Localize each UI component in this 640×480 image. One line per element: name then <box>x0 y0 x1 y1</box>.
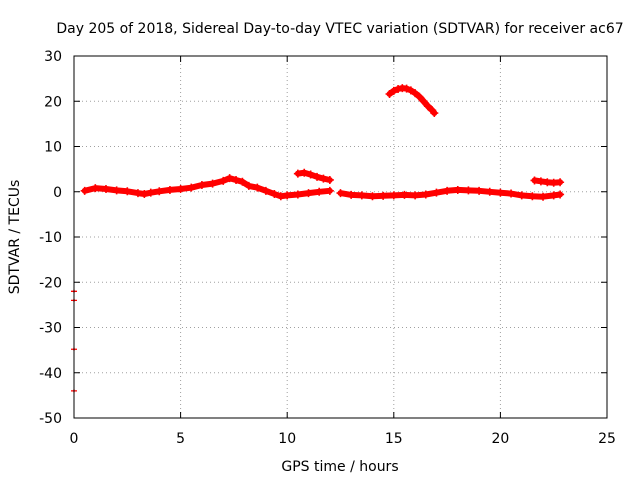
series-band <box>81 175 333 200</box>
data-point <box>155 187 164 196</box>
data-point <box>304 189 313 198</box>
data-point <box>415 92 424 101</box>
data-point <box>419 97 428 106</box>
data-point <box>146 188 155 197</box>
data-point <box>379 191 388 200</box>
data-point <box>556 190 565 199</box>
plot-frame <box>73 55 608 419</box>
x-tick-label: 15 <box>385 431 403 447</box>
data-point <box>517 191 526 200</box>
y-tick-label: -30 <box>39 321 62 337</box>
data-point <box>165 185 174 194</box>
data-point <box>101 185 110 194</box>
data-point <box>123 187 132 196</box>
data-point <box>325 175 334 184</box>
series-main-trace-2 <box>336 185 565 201</box>
data-point <box>475 186 484 195</box>
data-point <box>336 189 345 198</box>
data-point <box>91 184 100 193</box>
data-point <box>197 180 206 189</box>
data-point <box>225 174 234 183</box>
y-tick-label: 0 <box>53 185 62 201</box>
data-point <box>421 190 430 199</box>
data-point <box>530 176 539 185</box>
series-segment-11h <box>293 168 334 184</box>
y-tick-label: -50 <box>39 411 62 427</box>
y-tick-label: -10 <box>39 230 62 246</box>
y-axis-label: SDTVAR / TECUs <box>7 180 23 295</box>
series-band <box>337 186 564 200</box>
data-point <box>276 192 285 201</box>
chart-title: Day 205 of 2018, Sidereal Day-to-day VTE… <box>56 21 623 37</box>
grid <box>74 56 607 418</box>
data-point <box>402 84 411 93</box>
y-tick-label: 20 <box>44 94 62 110</box>
x-tick-label: 25 <box>598 431 616 447</box>
data-point <box>232 175 241 184</box>
data-point <box>306 170 315 179</box>
data-point <box>549 191 558 200</box>
data-markers <box>71 84 565 393</box>
y-tick-label: -20 <box>39 275 62 291</box>
data-point <box>253 183 262 192</box>
data-point <box>219 176 228 185</box>
data-point <box>293 190 302 199</box>
data-point <box>389 191 398 200</box>
data-point <box>80 186 89 195</box>
data-point <box>176 185 185 194</box>
data-point <box>411 89 420 98</box>
series-segment-22h <box>530 176 565 187</box>
data-point <box>300 168 309 177</box>
y-tick-label: 10 <box>44 140 62 156</box>
axis-ticks: 0 5 10 15 20 25 -50 -40 -30 -20 -10 0 10 20 30 <box>39 49 616 447</box>
data-point <box>244 181 253 190</box>
y-tick-label: -40 <box>39 366 62 382</box>
data-point <box>453 185 462 194</box>
data-point <box>536 177 545 186</box>
data-point <box>283 191 292 200</box>
x-tick-label: 10 <box>278 431 296 447</box>
data-point <box>485 187 494 196</box>
x-tick-label: 5 <box>176 431 185 447</box>
data-point <box>528 192 537 201</box>
data-point <box>293 169 302 178</box>
data-point <box>539 192 548 201</box>
data-point <box>357 191 366 200</box>
x-tick-label: 20 <box>491 431 509 447</box>
data-point <box>389 86 398 95</box>
data-point <box>423 102 432 111</box>
series-arc-15h <box>385 84 439 118</box>
data-point <box>270 190 279 199</box>
data-point <box>400 190 409 199</box>
data-point <box>496 188 505 197</box>
data-point <box>238 177 247 186</box>
data-point <box>507 189 516 198</box>
data-point <box>112 186 121 195</box>
data-point <box>556 178 565 187</box>
data-point <box>187 183 196 192</box>
data-point <box>406 86 415 95</box>
data-point <box>133 189 142 198</box>
data-point <box>394 85 403 94</box>
data-point <box>430 109 439 118</box>
x-tick-label: 0 <box>70 431 79 447</box>
data-point <box>368 192 377 201</box>
data-point <box>347 190 356 199</box>
y-tick-label: 30 <box>44 49 62 65</box>
data-point <box>319 174 328 183</box>
data-point <box>385 90 394 99</box>
series-main-trace-1 <box>80 174 334 201</box>
x-axis-label: GPS time / hours <box>281 459 398 475</box>
data-point <box>313 172 322 181</box>
data-point <box>443 186 452 195</box>
data-point <box>464 186 473 195</box>
data-point <box>315 187 324 196</box>
data-point <box>325 186 334 195</box>
data-point <box>140 190 149 199</box>
data-point <box>261 186 270 195</box>
data-point <box>411 191 420 200</box>
data-point <box>208 179 217 188</box>
data-point <box>432 188 441 197</box>
